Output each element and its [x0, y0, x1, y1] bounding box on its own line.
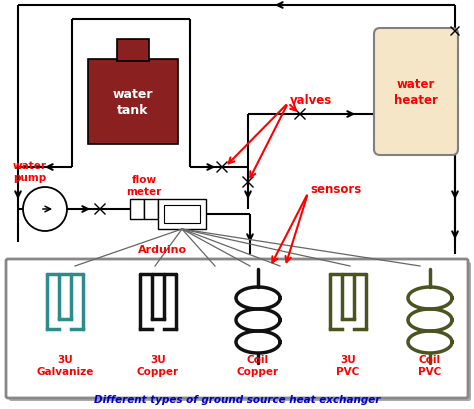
Text: 3U
PVC: 3U PVC: [337, 354, 360, 376]
Bar: [88, 60, 178, 145]
Text: water
heater: water heater: [394, 78, 438, 106]
Text: Coil
Copper: Coil Copper: [237, 354, 279, 376]
Circle shape: [23, 188, 67, 231]
FancyBboxPatch shape: [374, 29, 458, 155]
Text: Different types of ground source heat exchanger: Different types of ground source heat ex…: [94, 394, 380, 404]
Text: Arduino: Arduino: [137, 245, 187, 254]
Bar: [130, 200, 144, 220]
Bar: [144, 200, 158, 220]
FancyBboxPatch shape: [9, 262, 471, 401]
Text: flow
meter: flow meter: [127, 175, 162, 196]
Text: valves: valves: [290, 93, 332, 106]
Text: Coil
PVC: Coil PVC: [419, 354, 442, 376]
FancyBboxPatch shape: [6, 259, 468, 398]
Text: water
pump: water pump: [13, 161, 47, 182]
Bar: [117, 40, 149, 62]
Text: 3U
Copper: 3U Copper: [137, 354, 179, 376]
Text: 3U
Galvanize: 3U Galvanize: [36, 354, 94, 376]
Bar: [158, 200, 206, 229]
Text: sensors: sensors: [310, 183, 361, 196]
Bar: [164, 205, 200, 223]
Text: water
tank: water tank: [113, 88, 153, 116]
